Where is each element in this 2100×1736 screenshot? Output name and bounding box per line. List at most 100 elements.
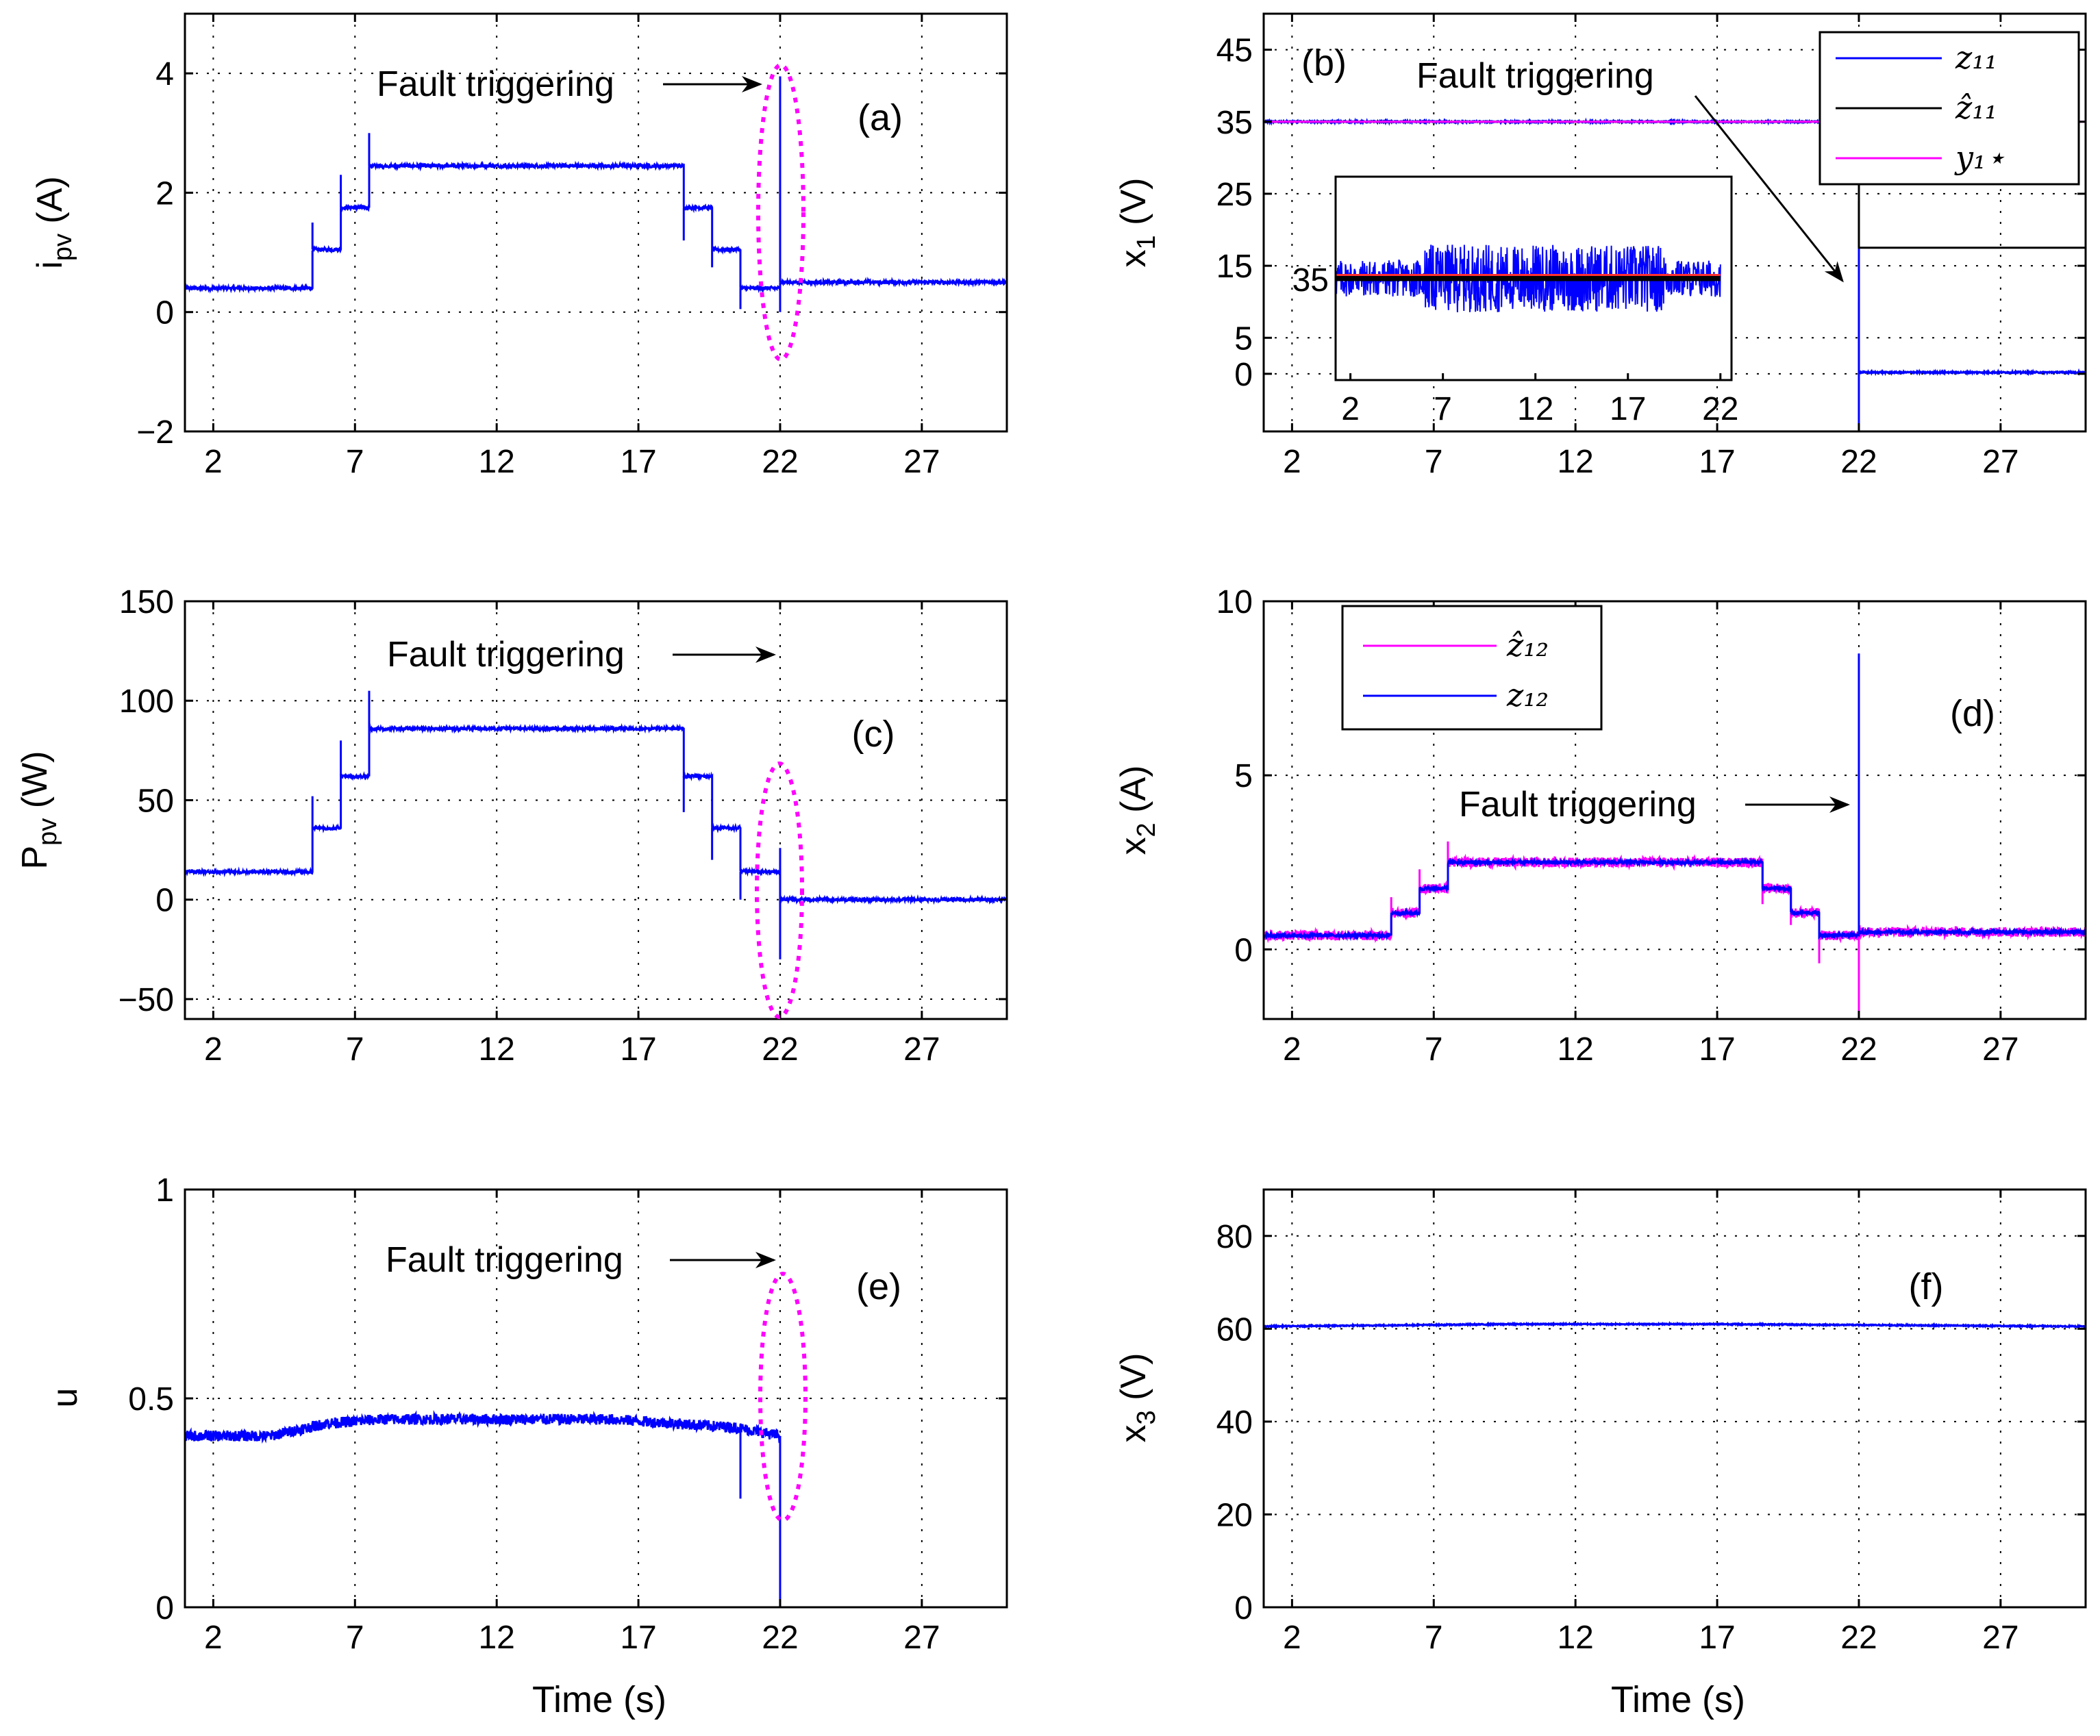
panel-b-inset-plot <box>1335 244 1721 313</box>
panel-e-xtick-label-3: 17 <box>620 1620 656 1656</box>
panel-c-label: (c) <box>852 714 895 755</box>
panel-c-xtick-label-4: 22 <box>762 1031 798 1068</box>
panel-b-inset-xtick-label-4: 22 <box>1702 391 1738 427</box>
panel-d-xtick-label-3: 17 <box>1699 1031 1735 1068</box>
panel-c-ytick-label-4: 150 <box>119 584 174 620</box>
panel-d-ytick-label-0: 0 <box>1234 932 1253 968</box>
panel-f-series-0 <box>1262 1321 2086 1330</box>
panel-a-xtick-label-2: 12 <box>478 444 514 480</box>
panel-e-label: (e) <box>856 1266 901 1307</box>
panel-d-xtick-label-0: 2 <box>1283 1031 1301 1068</box>
panel-b-xtick-label-4: 22 <box>1840 444 1877 480</box>
panel-a-ylabel: ipv (A) <box>30 176 77 268</box>
panel-a-fault-ellipse <box>756 63 805 362</box>
panel-d-label: (d) <box>1950 693 1995 734</box>
panel-f-grid <box>1264 1190 2086 1608</box>
panel-c-xtick-label-5: 27 <box>903 1031 940 1068</box>
panel-a-xtick-label-3: 17 <box>620 444 656 480</box>
panel-d-legend-box <box>1341 605 1603 731</box>
panel-a-plot <box>184 76 1008 312</box>
panel-b-inset-xtick-label-2: 12 <box>1517 391 1553 427</box>
panel-b-annotation: Fault triggering <box>1416 56 1654 96</box>
panel-f-xtick-label-0: 2 <box>1283 1620 1301 1656</box>
panel-b-xtick-label-5: 27 <box>1982 444 2018 480</box>
panel-e-xtick-label-2: 12 <box>478 1620 514 1656</box>
panel-c-ytick-label-2: 50 <box>138 783 174 819</box>
panel-a-ytick-label-0: −2 <box>136 414 174 451</box>
panel-b-inset-xtick-label-1: 7 <box>1434 391 1452 427</box>
panel-b-label: (b) <box>1301 42 1347 84</box>
panel-f-frame <box>1262 1188 2087 1609</box>
panel-d-ytick-label-1: 5 <box>1234 758 1253 794</box>
panel-a-annotation: Fault triggering <box>377 64 614 104</box>
panel-b-ylabel: x1 (V) <box>1114 178 1161 268</box>
panel-e-xlabel: Time (s) <box>532 1679 666 1720</box>
panel-d-ytick-label-2: 10 <box>1216 584 1253 620</box>
panel-f-xtick-label-5: 27 <box>1982 1620 2018 1656</box>
panel-f-label: (f) <box>1909 1266 1944 1307</box>
panel-f-plot <box>1262 1321 2086 1330</box>
panel-b-inset: 2 7 12 17 22 35 <box>1292 175 1738 427</box>
panel-b-inset-xtick-label-0: 2 <box>1341 391 1360 427</box>
panel-c-grid <box>185 601 1007 1019</box>
panel-f-ytick-label-4: 80 <box>1216 1219 1253 1255</box>
panel-b-inset-xtick-label-3: 17 <box>1610 391 1646 427</box>
panel-f-xtick-label-3: 17 <box>1699 1620 1735 1656</box>
panel-f-xlabel: Time (s) <box>1611 1679 1745 1720</box>
panel-e-series-0 <box>184 1409 782 1444</box>
panel-e-xtick-label-4: 22 <box>762 1620 798 1656</box>
panel-d-xtick-label-4: 22 <box>1840 1031 1877 1068</box>
panel-c-ylabel: Ppv (W) <box>15 751 62 870</box>
panel-d-xtick-label-1: 7 <box>1425 1031 1443 1068</box>
panel-d-series-0 <box>1262 853 2087 944</box>
panel-b-legend-y1star: y₁⋆ <box>1954 139 2005 176</box>
panel-f-xtick-label-4: 22 <box>1840 1620 1877 1656</box>
panel-a-frame <box>184 12 1008 433</box>
panel-d-legend-z12: z₁₂ <box>1506 677 1549 714</box>
panel-c-annotation: Fault triggering <box>387 635 625 675</box>
panel-b-xtick-label-0: 2 <box>1283 444 1301 480</box>
panel-e-ytick-label-1: 0.5 <box>128 1381 174 1418</box>
panel-f-ytick-label-1: 20 <box>1216 1497 1253 1533</box>
panel-b-legend-z11hat: ẑ₁₁ <box>1955 89 1997 126</box>
panel-c-ytick-label-1: 0 <box>155 883 174 919</box>
panel-c-xtick-label-1: 7 <box>346 1031 364 1068</box>
panel-e-xtick-label-5: 27 <box>903 1620 940 1656</box>
panel-b-xtick-label-3: 17 <box>1699 444 1735 480</box>
panel-c-ytick-label-0: −50 <box>118 982 174 1018</box>
panel-a-xtick-label-1: 7 <box>346 444 364 480</box>
panel-e-ytick-label-2: 1 <box>155 1172 174 1209</box>
panel-c-fault-ellipse <box>755 762 804 1019</box>
panel-d-legend-z12hat: ẑ₁₂ <box>1506 627 1549 664</box>
panel-b-inset-ytick: 35 <box>1292 262 1329 299</box>
panel-b-legend-z11: z₁₁ <box>1955 39 1997 76</box>
panel-d-frame <box>1262 600 2087 1020</box>
panel-c-plot <box>184 690 1008 959</box>
panel-a-xtick-label-4: 22 <box>762 444 798 480</box>
panel-d-xtick-label-2: 12 <box>1557 1031 1593 1068</box>
panel-e-ytick-label-0: 0 <box>155 1590 174 1626</box>
panel-c-series-0 <box>184 723 1008 905</box>
panel-b-legend: z₁₁ ẑ₁₁ y₁⋆ <box>1818 31 2080 186</box>
panel-c-xtick-label-0: 2 <box>204 1031 223 1068</box>
panel-d-ylabel: x2 (A) <box>1114 766 1161 855</box>
panel-b-ytick-label-3: 25 <box>1216 177 1253 213</box>
panel-c-ytick-label-3: 100 <box>119 683 174 720</box>
panel-f-ytick-label-2: 40 <box>1216 1405 1253 1441</box>
panel-b-ytick-label-1: 5 <box>1234 320 1253 357</box>
panel-b-inset-ticks: 2 7 12 17 22 <box>1341 373 1738 427</box>
panel-d-legend: ẑ₁₂ z₁₂ <box>1341 605 1603 731</box>
panel-a-series-0 <box>184 160 1008 294</box>
panel-f-ytick-label-0: 0 <box>1234 1590 1253 1626</box>
panel-c-xtick-label-3: 17 <box>620 1031 656 1068</box>
panel-b-ytick-label-5: 45 <box>1216 33 1253 69</box>
panel-f-xtick-label-1: 7 <box>1425 1620 1443 1656</box>
